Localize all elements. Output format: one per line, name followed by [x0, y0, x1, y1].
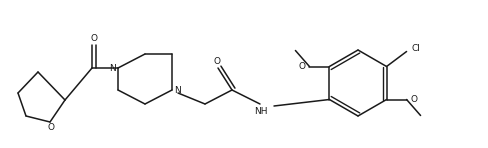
Text: N: N: [174, 86, 181, 95]
Text: O: O: [410, 95, 418, 104]
Text: O: O: [90, 33, 98, 42]
Text: Cl: Cl: [411, 44, 421, 53]
Text: O: O: [299, 62, 305, 71]
Text: N: N: [109, 63, 116, 73]
Text: NH: NH: [254, 107, 268, 115]
Text: O: O: [47, 123, 55, 132]
Text: O: O: [214, 57, 221, 66]
